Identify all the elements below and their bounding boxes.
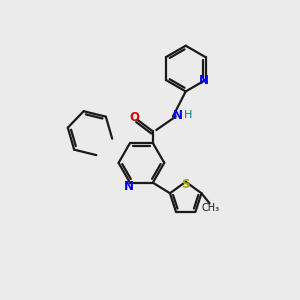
Text: S: S [181, 178, 190, 191]
Text: N: N [200, 74, 209, 87]
Text: N: N [124, 180, 134, 193]
Text: N: N [173, 109, 183, 122]
Text: CH₃: CH₃ [201, 203, 219, 213]
Text: H: H [184, 110, 192, 120]
Text: O: O [129, 111, 139, 124]
